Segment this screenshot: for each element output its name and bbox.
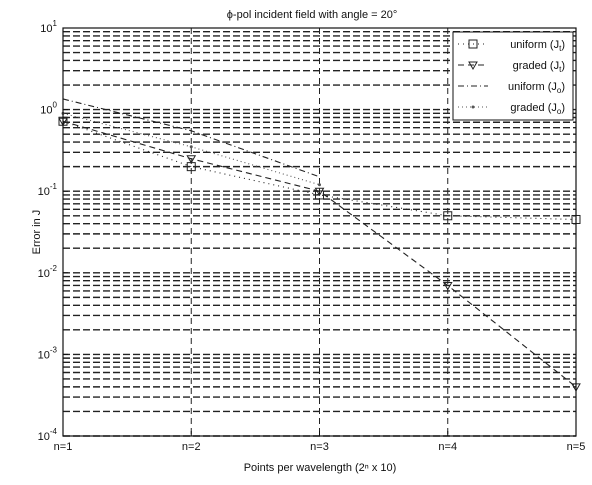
x-axis-label: Points per wavelength (2ⁿ x 10): [244, 462, 397, 474]
y-axis-label: Error in J: [31, 210, 43, 255]
y-tick-label: 10-4: [38, 427, 58, 443]
x-tick-label: n=2: [182, 441, 201, 453]
y-tick-label: 100: [40, 101, 57, 117]
data-point-marker: [468, 39, 478, 49]
legend-box: [452, 31, 574, 121]
y-tick-label: 10-1: [38, 182, 58, 198]
data-point-marker: [314, 187, 325, 197]
x-tick-label: n=3: [310, 441, 329, 453]
data-point-marker: [189, 145, 193, 149]
legend-entry-label: uniform (Jo): [508, 81, 565, 95]
data-point-marker: [468, 61, 478, 71]
series-line-1: [62, 120, 577, 221]
data-point-marker: [442, 281, 453, 291]
x-tick-label: n=4: [438, 441, 457, 453]
y-tick-label: 101: [40, 19, 57, 35]
data-point-marker: [471, 105, 475, 109]
legend-entry-label: graded (Jo): [510, 102, 565, 116]
x-tick-label: n=1: [54, 441, 73, 453]
y-tick-label: 10-2: [38, 264, 58, 280]
grid: [63, 28, 576, 437]
chart-title: ϕ-pol incident field with angle = 20°: [227, 9, 397, 21]
data-point-marker: [443, 211, 453, 221]
legend-entry-label: uniform (Jt): [510, 39, 565, 53]
data-point-marker: [186, 155, 197, 164]
series-line-2: [62, 120, 577, 388]
data-point-marker: [318, 183, 321, 187]
series-line-3: [62, 98, 320, 178]
legend-entry-label: graded (Jt): [513, 60, 565, 74]
x-tick-labels: n=1 n=2 n=3 n=4 n=5: [54, 431, 586, 453]
x-tick-label: n=5: [567, 441, 586, 453]
y-tick-label: 10-3: [38, 345, 58, 361]
y-tick-labels: 101 100 10-1 10-2 10-3 10-4: [38, 19, 68, 443]
legend: uniform (Jt) graded (Jt) uniform (Jo) grade…: [452, 31, 574, 121]
